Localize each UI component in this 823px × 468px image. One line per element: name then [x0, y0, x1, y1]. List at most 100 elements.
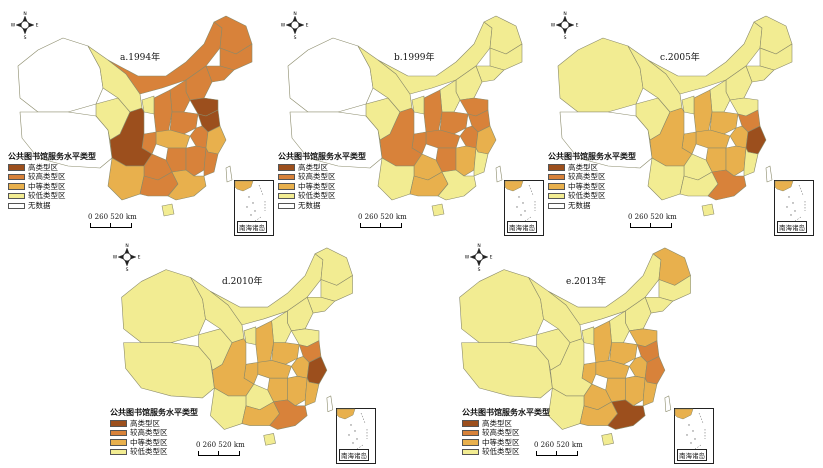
inset-island — [254, 210, 256, 212]
legend-swatch — [462, 429, 479, 437]
legend-item: 无数据 — [548, 201, 636, 211]
scale-label: 0 260 520 km — [628, 213, 677, 221]
china-map — [17, 15, 253, 217]
map-title: b.1999年 — [394, 53, 435, 63]
south-china-sea-inset: 南海诸岛 — [336, 408, 376, 464]
province-hubei — [425, 129, 461, 149]
inset-island — [518, 196, 520, 198]
legend-item: 无数据 — [278, 201, 366, 211]
legend-title: 公共图书馆服务水平类型 — [8, 151, 96, 161]
scale-bar: 0 260 520 km — [358, 213, 407, 228]
province-hainan — [701, 203, 715, 217]
scale-bar-graphic — [198, 451, 240, 456]
inset-map — [774, 180, 806, 222]
province-fujian — [203, 147, 219, 177]
china-map — [287, 15, 523, 217]
legend-swatch — [548, 183, 565, 190]
province-ningxia — [681, 95, 695, 115]
province-shaanxi — [423, 89, 443, 135]
legend-item: 较低类型区 — [548, 191, 636, 201]
map-title: c.2005年 — [660, 53, 700, 63]
legend-swatch — [548, 173, 565, 181]
province-hubei — [155, 129, 191, 149]
north-arrow-icon: N S W E — [551, 11, 579, 41]
province-guangdong — [167, 169, 207, 201]
compass-label: E — [576, 23, 579, 29]
china-map — [459, 247, 691, 446]
map-panel-d: N S W E d.2010年 南海诸岛 公共图书馆服务水平类型 高类型区 较高类型区… — [110, 240, 376, 465]
inset-island — [790, 214, 792, 216]
province-jiangxi — [725, 145, 747, 177]
map-title: d.2010年 — [222, 277, 263, 287]
compass-ring — [122, 252, 132, 262]
legend-swatch — [278, 183, 295, 190]
province-shaanxi — [593, 320, 612, 365]
compass-ring — [474, 252, 484, 262]
map-legend: 公共图书馆服务水平类型 高类型区 较高类型区 中等类型区 较低类型区 无数据 — [278, 151, 366, 211]
inset-coast — [336, 408, 356, 420]
inset-island — [356, 438, 358, 440]
compass-label: S — [24, 35, 27, 41]
legend-swatch — [278, 164, 295, 171]
compass-label: S — [564, 35, 567, 41]
legend-swatch — [8, 183, 25, 190]
legend-item: 高类型区 — [278, 163, 366, 173]
map-title: a.1994年 — [120, 53, 161, 63]
province-taiwan — [495, 165, 503, 183]
inset-boundary — [356, 412, 368, 450]
legend-swatch — [8, 164, 25, 171]
inset-map — [504, 180, 536, 222]
legend-item: 中等类型区 — [110, 438, 198, 448]
legend-swatch — [110, 429, 127, 437]
inset-label: 南海诸岛 — [237, 221, 267, 233]
inset-island — [522, 202, 524, 204]
inset-label: 南海诸岛 — [507, 221, 537, 233]
legend-item: 较低类型区 — [462, 447, 550, 457]
province-taiwan — [326, 395, 334, 413]
inset-map — [674, 408, 706, 450]
province-guangdong — [437, 169, 477, 201]
legend-swatch — [8, 173, 25, 181]
province-guangdong — [607, 399, 646, 430]
scale-bar: 0 260 520 km — [534, 441, 583, 456]
legend-item: 较高类型区 — [548, 172, 636, 182]
inset-coast — [674, 408, 694, 420]
scale-bar-graphic — [360, 223, 402, 228]
province-shaanxi — [693, 89, 713, 135]
scale-bar: 0 260 520 km — [196, 441, 245, 456]
inset-island — [688, 424, 690, 426]
legend-item: 较高类型区 — [8, 172, 96, 182]
inset-island — [252, 202, 254, 204]
inset-island — [352, 442, 354, 444]
map-legend: 公共图书馆服务水平类型 高类型区 较高类型区 中等类型区 较低类型区 — [462, 407, 550, 457]
province-jiangxi — [455, 145, 477, 177]
inset-island — [248, 196, 250, 198]
scale-bar-graphic — [90, 223, 132, 228]
china-map — [557, 15, 793, 217]
map-legend: 公共图书馆服务水平类型 高类型区 较高类型区 中等类型区 较低类型区 无数据 — [8, 151, 96, 211]
legend-title: 公共图书馆服务水平类型 — [462, 407, 550, 417]
inset-island — [348, 434, 350, 436]
inset-map — [336, 408, 368, 450]
province-xizang — [461, 342, 553, 399]
legend-title: 公共图书馆服务水平类型 — [548, 151, 636, 161]
province-fujian — [642, 377, 658, 407]
province-hubei — [595, 360, 630, 379]
province-xizang — [123, 342, 215, 399]
scale-label: 0 260 520 km — [196, 441, 245, 449]
province-xizang — [289, 111, 383, 169]
province-hainan — [601, 433, 614, 446]
inset-island — [354, 430, 356, 432]
inset-island — [686, 434, 688, 436]
legend-swatch — [462, 439, 479, 446]
province-shaanxi — [255, 320, 274, 365]
compass-ring — [290, 20, 300, 30]
province-guangdong — [269, 399, 308, 430]
legend-item: 无数据 — [8, 201, 96, 211]
inset-island — [690, 442, 692, 444]
legend-item: 高类型区 — [548, 163, 636, 173]
map-title: e.2013年 — [566, 277, 607, 287]
scale-label: 0 260 520 km — [88, 213, 137, 221]
compass-ring — [560, 20, 570, 30]
inset-island — [246, 206, 248, 208]
